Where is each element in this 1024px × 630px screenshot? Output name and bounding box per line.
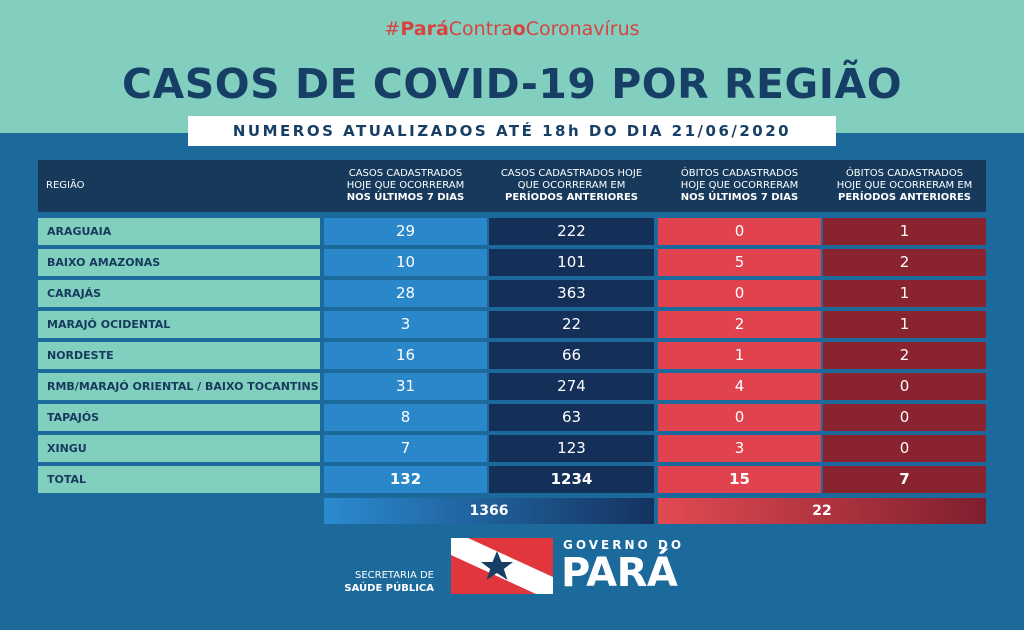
deaths-previous-value: 0 <box>823 435 986 462</box>
para-flag-icon <box>451 538 553 594</box>
total-label: TOTAL <box>38 466 320 493</box>
cases-7-days-value: 31 <box>324 373 487 400</box>
cases-7-days-value: 16 <box>324 342 487 369</box>
cases-previous-value: 63 <box>489 404 654 431</box>
total-deaths-7-days: 15 <box>658 466 821 493</box>
deaths-previous-value: 0 <box>823 373 986 400</box>
cases-previous-value: 123 <box>489 435 654 462</box>
cases-7-days-value: 7 <box>324 435 487 462</box>
top-banner <box>0 0 1024 133</box>
column-header-cases-previous: CASOS CADASTRADOS HOJE QUE OCORRERAM EM PE… <box>500 168 643 203</box>
cases-7-days-value: 29 <box>324 218 487 245</box>
region-name: ARAGUAIA <box>38 218 320 245</box>
table-header-row <box>38 160 986 212</box>
cases-previous-value: 22 <box>489 311 654 338</box>
cases-7-days-value: 3 <box>324 311 487 338</box>
hashtag-symbol: # <box>384 18 401 40</box>
hashtag-o: o <box>512 18 526 40</box>
region-name: RMB/MARAJÓ ORIENTAL / BAIXO TOCANTINS <box>38 373 320 400</box>
total-cases-previous: 1234 <box>489 466 654 493</box>
total-deaths-previous: 7 <box>823 466 986 493</box>
deaths-previous-value: 1 <box>823 311 986 338</box>
cases-previous-value: 274 <box>489 373 654 400</box>
deaths-7-days-value: 0 <box>658 404 821 431</box>
total-cases-7-days: 132 <box>324 466 487 493</box>
region-name: XINGU <box>38 435 320 462</box>
cases-7-days-value: 28 <box>324 280 487 307</box>
sum-deaths-total: 22 <box>658 498 986 524</box>
cases-previous-value: 66 <box>489 342 654 369</box>
deaths-7-days-value: 0 <box>658 280 821 307</box>
deaths-7-days-value: 4 <box>658 373 821 400</box>
governo-label: GOVERNO DO <box>563 538 685 552</box>
region-column-header: REGIÃO <box>46 180 85 191</box>
region-name: BAIXO AMAZONAS <box>38 249 320 276</box>
cases-7-days-value: 10 <box>324 249 487 276</box>
region-name: TAPAJÓS <box>38 404 320 431</box>
deaths-previous-value: 2 <box>823 342 986 369</box>
deaths-previous-value: 1 <box>823 280 986 307</box>
deaths-previous-value: 0 <box>823 404 986 431</box>
update-subtitle: NUMEROS ATUALIZADOS ATÉ 18h DO DIA 21/06… <box>188 116 836 146</box>
region-name: MARAJÓ OCIDENTAL <box>38 311 320 338</box>
hashtag-coronavirus: Coronavírus <box>525 18 640 40</box>
column-header-deaths-previous: ÓBITOS CADASTRADOS HOJE QUE OCORRERAM EM P… <box>836 168 973 203</box>
secretaria-label: SECRETARIA DE SAÚDE PÚBLICA <box>344 570 434 594</box>
deaths-previous-value: 2 <box>823 249 986 276</box>
hashtag-para: Pará <box>400 18 449 40</box>
deaths-7-days-value: 1 <box>658 342 821 369</box>
cases-previous-value: 222 <box>489 218 654 245</box>
region-name: CARAJÁS <box>38 280 320 307</box>
campaign-hashtag: #ParáContraoCoronavírus <box>0 18 1024 40</box>
cases-7-days-value: 8 <box>324 404 487 431</box>
cases-previous-value: 101 <box>489 249 654 276</box>
region-name: NORDESTE <box>38 342 320 369</box>
deaths-7-days-value: 5 <box>658 249 821 276</box>
para-logo-text: PARÁ <box>561 550 678 596</box>
cases-previous-value: 363 <box>489 280 654 307</box>
deaths-7-days-value: 0 <box>658 218 821 245</box>
column-header-cases-7-days: CASOS CADASTRADOS HOJE QUE OCORRERAM NOS Ú… <box>346 168 465 203</box>
deaths-previous-value: 1 <box>823 218 986 245</box>
deaths-7-days-value: 3 <box>658 435 821 462</box>
page-title: CASOS DE COVID-19 POR REGIÃO <box>121 60 903 108</box>
hashtag-contra: Contra <box>448 18 513 40</box>
column-header-deaths-7-days: ÓBITOS CADASTRADOS HOJE QUE OCORRERAM NOS … <box>680 168 799 203</box>
deaths-7-days-value: 2 <box>658 311 821 338</box>
sum-cases-total: 1366 <box>324 498 654 524</box>
